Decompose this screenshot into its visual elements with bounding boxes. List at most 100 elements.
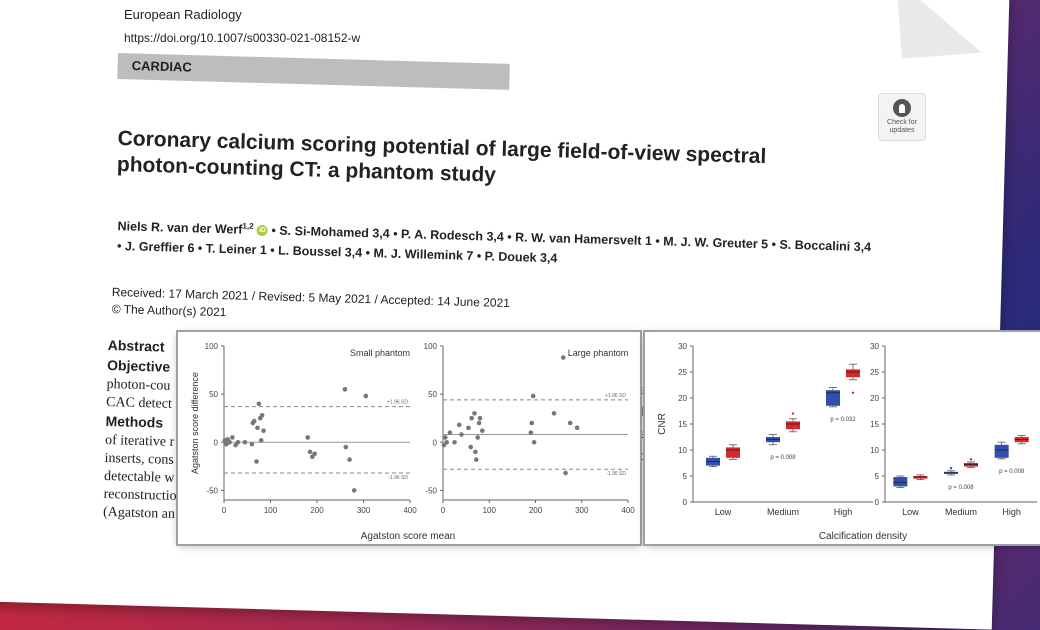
data-point (363, 393, 369, 399)
data-point (235, 439, 241, 445)
data-point (305, 435, 310, 440)
bland-altman-figure: -50 0 50 100 0 100 200 300 400 +1.96 SD -1.96 SD Sm… (178, 332, 640, 544)
abstract-line: inserts, cons (104, 450, 174, 468)
data-point (473, 449, 478, 455)
x-tick-label: 400 (403, 506, 417, 515)
category-label: Medium (767, 507, 799, 517)
y-tick-label: 100 (424, 342, 438, 351)
abstract-fragment: d (640, 449, 647, 464)
data-point (480, 428, 485, 433)
first-author-affiliation: 1,2 (242, 221, 254, 231)
y-tick-label: 20 (678, 394, 687, 403)
data-point (444, 439, 450, 445)
box (846, 369, 860, 378)
cnr-boxplot-figure: 0 5 10 15 20 25 30 Low Medium p = 0.008 High p = 0.… (645, 332, 1040, 544)
y-tick-label: 25 (678, 368, 687, 377)
data-point (342, 387, 348, 392)
doi-link[interactable]: https://doi.org/10.1007/s00330-021-08152… (124, 31, 361, 45)
p-value-label: p = 0.008 (948, 485, 974, 491)
abstract-text: Abstract Objective photon-cou CAC detect… (103, 336, 188, 524)
data-point (529, 420, 535, 426)
abstract-line: (Agatston an (102, 504, 176, 522)
lower-loa-label: -1.96 SD (606, 471, 626, 477)
data-point (530, 393, 536, 399)
abstract-line: of iterative r (104, 432, 175, 450)
data-point (528, 430, 534, 435)
p-value-label: p = 0.032 (830, 417, 856, 423)
y-tick-label: 30 (678, 342, 687, 351)
outlier-point (851, 391, 855, 394)
check-for-updates-button[interactable]: Check for updates (878, 93, 926, 141)
y-axis-label: CNR (657, 413, 668, 435)
y-tick-label: 15 (678, 420, 687, 429)
upper-loa-label: +1.96 SD (387, 400, 408, 406)
x-tick-label: 0 (222, 506, 227, 515)
y-tick-label: 100 (205, 342, 219, 351)
data-point (255, 425, 260, 431)
data-point (343, 444, 349, 450)
data-point (254, 459, 259, 464)
x-axis-label: Agatston score mean (361, 531, 456, 542)
data-point (242, 439, 248, 445)
abstract-line: detectable w (103, 468, 175, 486)
y-tick-label: 20 (870, 394, 879, 403)
data-point (567, 420, 573, 426)
data-point (312, 451, 317, 457)
x-tick-label: 300 (357, 506, 371, 515)
y-axis-label: Agatston score difference (190, 372, 200, 474)
y-tick-label: 10 (870, 446, 879, 455)
check-updates-label: Check for updates (887, 119, 917, 134)
box (994, 444, 1009, 458)
data-point (258, 438, 264, 443)
y-tick-label: 0 (683, 498, 688, 507)
category-label: Medium (945, 507, 977, 517)
section-label: CARDIAC (131, 58, 192, 75)
data-point (251, 418, 257, 424)
page-corner-fold (896, 0, 982, 59)
y-tick-label: 5 (683, 472, 688, 481)
category-label: Low (902, 507, 919, 517)
box (786, 421, 800, 430)
outlier-point (791, 412, 795, 415)
y-tick-label: 50 (428, 390, 437, 399)
y-tick-label: 0 (875, 498, 880, 507)
data-point (531, 439, 537, 445)
category-label: Low (715, 507, 732, 517)
y-tick-label: 50 (209, 390, 218, 399)
data-point (466, 425, 471, 431)
data-point (474, 457, 479, 462)
data-point (472, 411, 477, 416)
y-tick-label: 30 (870, 342, 879, 351)
cnr-boxplot-svg: 0 5 10 15 20 25 30 Low Medium p = 0.008 High p = 0.… (657, 342, 1037, 542)
abstract-fragment: ls (640, 402, 650, 424)
x-tick-label: 400 (621, 506, 635, 515)
abstract-line: reconstructio (103, 486, 177, 504)
y-tick-label: 15 (870, 420, 879, 429)
data-point (551, 411, 557, 416)
p-value-label: p = 0.008 (770, 455, 796, 461)
upper-loa-label: +1.96 SD (605, 393, 626, 399)
methods-label: Methods (105, 412, 164, 431)
data-point (256, 401, 262, 407)
data-point (574, 425, 580, 431)
data-point (477, 415, 483, 421)
p-value-label: p = 0.008 (999, 469, 1025, 475)
journal-name: European Radiology (124, 7, 242, 22)
data-point (560, 355, 566, 360)
data-point (452, 439, 457, 445)
data-point (230, 435, 235, 440)
orcid-icon[interactable]: iD (256, 225, 269, 237)
abstract-fragment: e (640, 427, 647, 442)
y-tick-label: 10 (678, 446, 687, 455)
data-point (476, 420, 482, 426)
y-tick-label: 5 (875, 472, 880, 481)
data-point (227, 439, 232, 445)
first-author[interactable]: Niels R. van der Werf (117, 219, 243, 237)
y-tick-label: -50 (425, 486, 437, 495)
y-tick-label: 25 (870, 368, 879, 377)
category-label: High (834, 507, 853, 517)
y-tick-label: -50 (206, 486, 218, 495)
data-point (469, 415, 474, 421)
data-point (351, 488, 357, 493)
data-point (443, 435, 448, 440)
